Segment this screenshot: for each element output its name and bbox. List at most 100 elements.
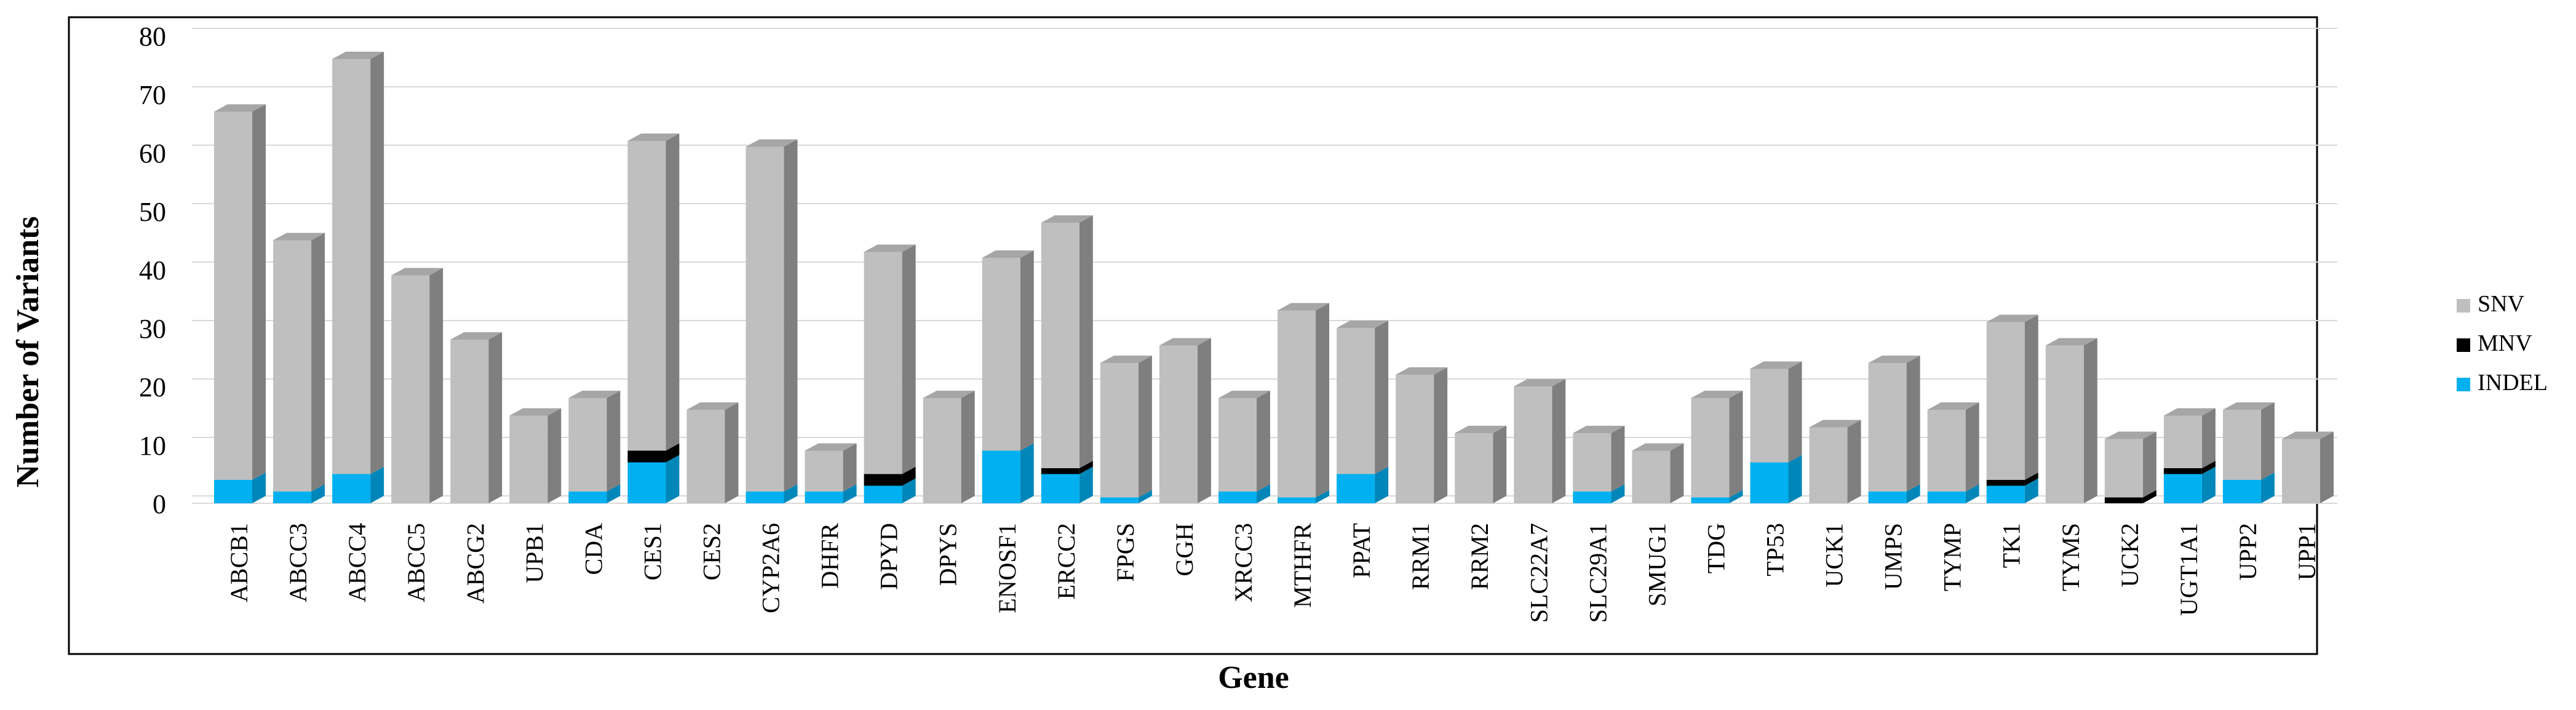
- bar-side-snv: [1611, 426, 1625, 492]
- bar-side-snv: [1020, 250, 1034, 451]
- y-tick-label: 20: [139, 372, 166, 402]
- bar-side-snv: [666, 134, 680, 451]
- bar-top-snv: [2222, 402, 2275, 410]
- x-tick-label: UMPS: [1880, 523, 1907, 590]
- bar-side-snv: [311, 233, 325, 492]
- bar-indel: [982, 450, 1020, 503]
- bar-snv: [1868, 363, 1907, 492]
- bar-mnv: [864, 474, 902, 486]
- x-tick-label: CES1: [638, 523, 666, 580]
- x-tick-label: ENOSF1: [993, 523, 1021, 613]
- bar-indel: [2222, 480, 2261, 503]
- bar-top-snv: [1750, 361, 1802, 369]
- bar-indel: [1100, 497, 1139, 503]
- bar-indel: [1986, 485, 2025, 503]
- bar-top-snv: [1041, 215, 1093, 223]
- bar-snv: [2045, 345, 2084, 503]
- bar-side-snv: [2024, 314, 2038, 480]
- bar-side-mnv: [1079, 461, 1093, 474]
- bar-snv: [391, 275, 430, 503]
- bar-snv: [509, 415, 548, 503]
- bar-side-indel: [1375, 466, 1389, 503]
- bar-indel: [1218, 492, 1257, 503]
- bar-mnv: [1041, 468, 1079, 474]
- bar-mnv: [2104, 497, 2143, 503]
- legend-label-snv: SNV: [2478, 291, 2525, 317]
- bar-top-snv: [450, 332, 503, 340]
- x-tick-label: ABCC5: [402, 523, 430, 602]
- x-tick-label: UGT1A1: [2175, 523, 2203, 616]
- bar-snv: [332, 59, 371, 474]
- y-axis-title: Number of Variants: [10, 216, 46, 487]
- bar-side-snv: [1847, 420, 1861, 503]
- bar-side-indel: [1079, 466, 1093, 503]
- bar-side-indel: [1138, 490, 1152, 503]
- bar-indel: [745, 492, 784, 503]
- bar-top-snv: [2281, 431, 2334, 439]
- bar-top-snv: [391, 268, 443, 276]
- bar-snv: [2281, 439, 2320, 503]
- chart-frame: [68, 16, 2318, 655]
- bar-side-indel: [1256, 484, 1270, 503]
- bar-top-snv: [982, 250, 1034, 258]
- bar-snv: [805, 450, 843, 492]
- bar-indel: [1691, 497, 1730, 503]
- bar-top-snv: [1986, 314, 2038, 322]
- bar-side-snv: [1729, 391, 1743, 498]
- bar-side-indel: [370, 466, 384, 503]
- y-tick-label: 50: [139, 197, 166, 227]
- y-tick-label: 40: [139, 255, 166, 285]
- bar-side-snv: [1079, 215, 1093, 468]
- bar-top-snv: [1278, 303, 1330, 311]
- bar-top-snv: [1514, 379, 1566, 386]
- x-tick-label: CDA: [579, 523, 607, 575]
- bar-top-snv: [568, 391, 621, 398]
- x-axis-title: Gene: [1218, 660, 1289, 695]
- bar-side-snv: [1670, 443, 1684, 503]
- bar-indel: [1041, 474, 1079, 503]
- x-tick-label: UPB1: [520, 523, 548, 583]
- legend-label-indel: INDEL: [2478, 370, 2548, 396]
- bar-side-snv: [1493, 426, 1507, 503]
- bar-snv: [1159, 345, 1198, 503]
- bar-snv: [214, 111, 253, 480]
- bar-side-snv: [606, 391, 621, 492]
- bar-side-indel: [784, 484, 798, 503]
- y-tick-label: 10: [139, 431, 166, 461]
- bar-side-indel: [311, 484, 325, 503]
- bars: [214, 52, 2334, 503]
- bar-side-indel: [1611, 484, 1625, 503]
- bar-top-snv: [1218, 391, 1270, 398]
- x-tick-label: DPYD: [875, 523, 903, 590]
- x-tick-label: TDG: [1702, 523, 1730, 573]
- bar-top-snv: [864, 244, 916, 252]
- bar-side-snv: [2142, 431, 2157, 498]
- bar-indel: [332, 474, 371, 503]
- bar-top-snv: [805, 443, 857, 451]
- bar-snv: [2104, 439, 2143, 498]
- bar-side-snv: [1965, 402, 1979, 492]
- x-tick-label: CYP2A6: [757, 523, 785, 613]
- bar-side-snv: [2083, 338, 2097, 503]
- bar-top-snv: [1100, 356, 1152, 363]
- bar-side-indel: [666, 455, 680, 503]
- bar-top-snv: [2163, 408, 2216, 416]
- x-tick-label: UCK1: [1821, 523, 1848, 587]
- bar-snv: [1337, 328, 1375, 474]
- x-tick-label: FPGS: [1111, 523, 1139, 582]
- x-tick-label: TYMS: [2057, 523, 2085, 591]
- bar-indel: [568, 492, 607, 503]
- bar-side-indel: [1906, 484, 1920, 503]
- bar-side-mnv: [2142, 490, 2157, 503]
- bar-top-snv: [1809, 420, 1861, 428]
- bar-side-snv: [2201, 408, 2216, 468]
- bar-snv: [864, 252, 902, 474]
- bar-side-snv: [1256, 391, 1270, 492]
- bar-side-snv: [784, 139, 798, 492]
- x-tick-label: GGH: [1171, 523, 1198, 576]
- bar-top-snv: [1573, 426, 1625, 433]
- bar-snv: [745, 146, 784, 492]
- bar-side-snv: [1434, 367, 1448, 503]
- bar-snv: [1986, 322, 2025, 480]
- y-tick-label: 60: [139, 138, 166, 169]
